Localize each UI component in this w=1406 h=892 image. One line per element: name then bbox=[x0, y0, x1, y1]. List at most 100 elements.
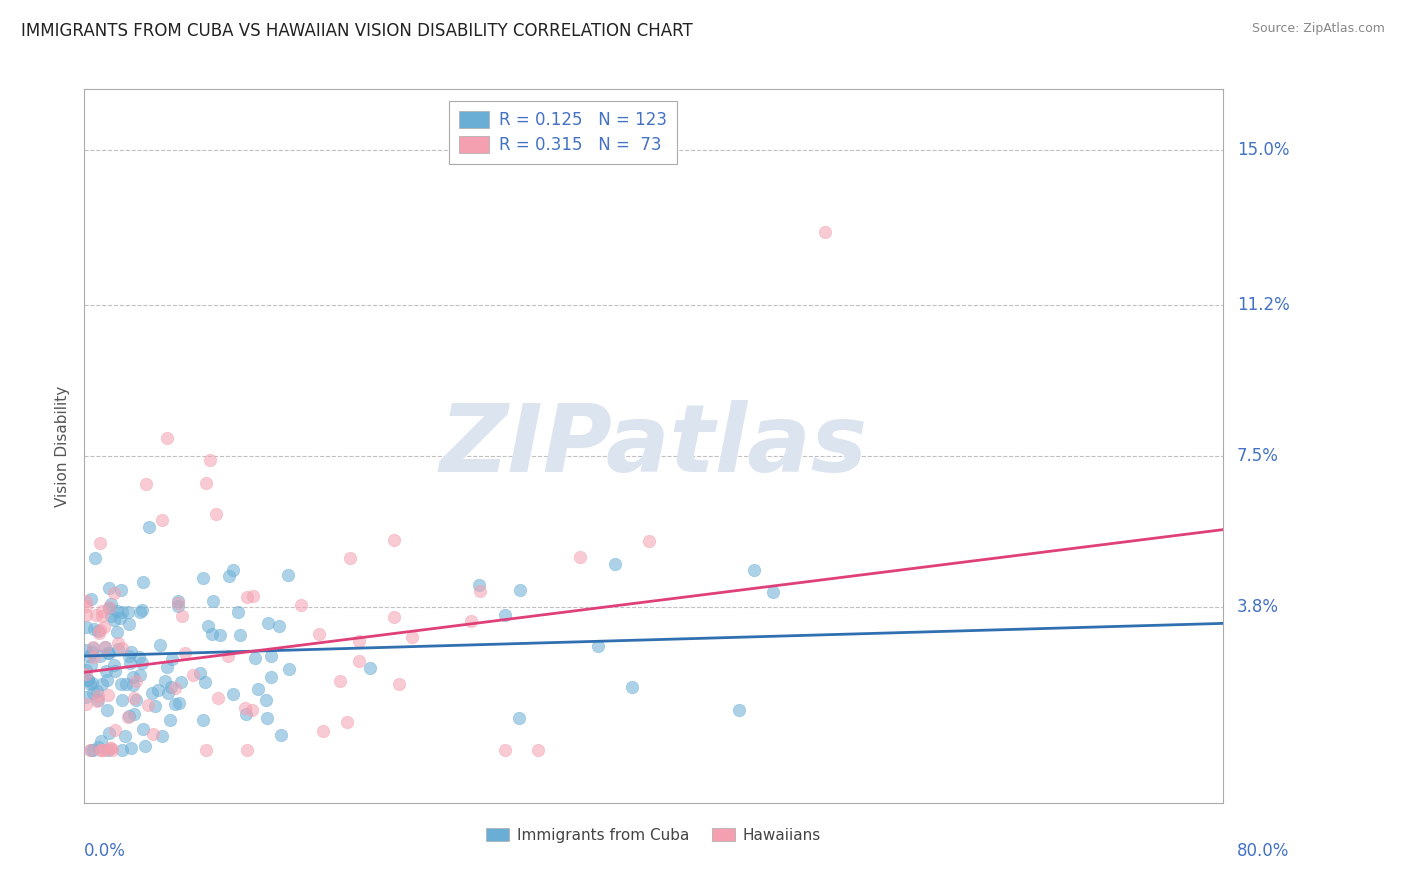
Point bbox=[170, 609, 193, 624]
Point bbox=[401, 631, 423, 645]
Point bbox=[221, 563, 243, 577]
Point bbox=[134, 739, 156, 753]
Point bbox=[111, 641, 134, 656]
Point bbox=[207, 691, 229, 706]
Point bbox=[107, 636, 129, 650]
Point bbox=[569, 550, 592, 565]
Point bbox=[129, 667, 152, 681]
Point bbox=[132, 722, 155, 736]
Point bbox=[329, 673, 352, 688]
Point bbox=[91, 604, 114, 618]
Point bbox=[79, 677, 101, 691]
Point bbox=[193, 571, 215, 585]
Point bbox=[387, 676, 409, 690]
Point bbox=[129, 606, 152, 620]
Point bbox=[96, 673, 118, 688]
Point bbox=[256, 615, 278, 630]
Point bbox=[80, 657, 103, 672]
Point bbox=[156, 430, 179, 444]
Point bbox=[240, 704, 263, 718]
Point bbox=[122, 678, 145, 692]
Point bbox=[96, 665, 118, 679]
Point bbox=[104, 723, 127, 737]
Point bbox=[509, 582, 531, 597]
Point bbox=[97, 725, 120, 739]
Y-axis label: Vision Disability: Vision Disability bbox=[55, 385, 70, 507]
Point bbox=[89, 536, 111, 550]
Point bbox=[114, 677, 136, 691]
Point bbox=[217, 649, 239, 664]
Point bbox=[131, 603, 153, 617]
Point bbox=[188, 665, 211, 680]
Point bbox=[108, 610, 131, 624]
Point bbox=[87, 693, 110, 707]
Point bbox=[194, 743, 217, 757]
Point bbox=[194, 675, 217, 690]
Point bbox=[163, 697, 186, 711]
Point bbox=[382, 610, 405, 624]
Point bbox=[82, 686, 104, 700]
Point bbox=[243, 651, 266, 665]
Point bbox=[146, 683, 169, 698]
Point bbox=[347, 654, 370, 668]
Point bbox=[198, 453, 221, 467]
Point bbox=[86, 683, 108, 698]
Point bbox=[120, 656, 142, 670]
Point bbox=[259, 648, 281, 663]
Point bbox=[90, 743, 112, 757]
Point bbox=[233, 701, 256, 715]
Point bbox=[120, 645, 142, 659]
Legend: Immigrants from Cuba, Hawaiians: Immigrants from Cuba, Hawaiians bbox=[481, 822, 827, 848]
Point bbox=[100, 608, 122, 623]
Point bbox=[90, 743, 112, 757]
Point bbox=[79, 743, 101, 757]
Point bbox=[90, 676, 112, 690]
Point bbox=[84, 608, 107, 623]
Point bbox=[135, 477, 157, 491]
Point bbox=[494, 743, 516, 757]
Point bbox=[104, 664, 127, 678]
Point bbox=[80, 591, 103, 606]
Point bbox=[93, 743, 115, 757]
Point bbox=[80, 743, 103, 757]
Point bbox=[143, 698, 166, 713]
Point bbox=[110, 677, 132, 691]
Point bbox=[267, 619, 290, 633]
Point bbox=[160, 651, 183, 665]
Point bbox=[277, 568, 299, 582]
Point bbox=[75, 698, 97, 712]
Point bbox=[194, 476, 217, 491]
Point bbox=[246, 682, 269, 697]
Point bbox=[205, 507, 228, 521]
Point bbox=[163, 681, 186, 695]
Point bbox=[101, 743, 124, 757]
Point bbox=[103, 613, 125, 627]
Point bbox=[105, 624, 128, 639]
Point bbox=[495, 607, 517, 622]
Point bbox=[75, 594, 97, 608]
Point bbox=[103, 586, 125, 600]
Point bbox=[148, 638, 170, 652]
Point bbox=[209, 628, 232, 642]
Point bbox=[118, 709, 141, 723]
Point bbox=[117, 605, 139, 619]
Point bbox=[111, 743, 134, 757]
Point bbox=[312, 723, 335, 738]
Point bbox=[136, 698, 159, 713]
Point bbox=[467, 578, 489, 592]
Point bbox=[125, 673, 148, 688]
Text: IMMIGRANTS FROM CUBA VS HAWAIIAN VISION DISABILITY CORRELATION CHART: IMMIGRANTS FROM CUBA VS HAWAIIAN VISION … bbox=[21, 22, 693, 40]
Point bbox=[97, 688, 120, 702]
Point bbox=[638, 534, 661, 549]
Point bbox=[110, 582, 132, 597]
Point bbox=[193, 713, 215, 727]
Point bbox=[125, 692, 148, 706]
Point bbox=[98, 582, 121, 596]
Point bbox=[111, 605, 134, 619]
Point bbox=[138, 520, 160, 534]
Point bbox=[98, 646, 121, 660]
Point bbox=[86, 694, 108, 708]
Point bbox=[87, 739, 110, 754]
Point bbox=[103, 658, 125, 673]
Point bbox=[470, 584, 492, 599]
